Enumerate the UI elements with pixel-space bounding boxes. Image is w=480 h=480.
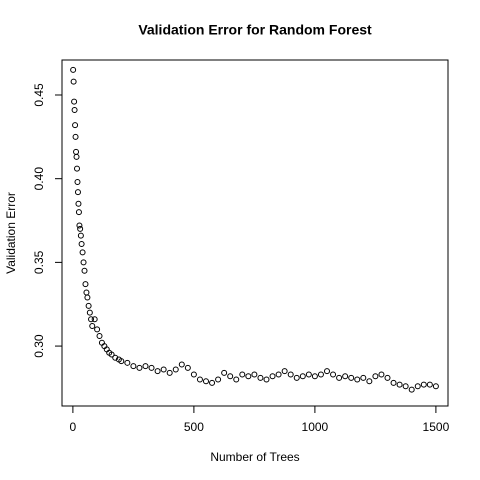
point [378, 371, 385, 378]
plot-frame [61, 59, 449, 407]
point [154, 368, 161, 375]
point [196, 376, 203, 383]
point [372, 373, 379, 380]
point [281, 368, 288, 375]
point [74, 165, 81, 172]
point [293, 374, 300, 381]
point [251, 371, 258, 378]
point [209, 379, 216, 386]
point [94, 326, 101, 333]
point [85, 302, 92, 309]
point [88, 316, 95, 323]
point [190, 371, 197, 378]
point [239, 371, 246, 378]
point [426, 381, 433, 388]
point [76, 222, 83, 229]
point [384, 374, 391, 381]
point [330, 371, 337, 378]
point [74, 179, 81, 186]
point [263, 376, 270, 383]
y-tick-label: 0.35 [32, 250, 46, 274]
point [71, 98, 78, 105]
point [77, 225, 84, 232]
point [70, 66, 77, 73]
chart-title: Validation Error for Random Forest [138, 22, 372, 38]
point [245, 373, 252, 380]
point [70, 78, 77, 85]
point [83, 289, 90, 296]
point [342, 373, 349, 380]
point [73, 148, 80, 155]
point [408, 386, 415, 393]
point [71, 107, 78, 114]
point [227, 373, 234, 380]
point [287, 371, 294, 378]
point [311, 373, 318, 380]
point [414, 383, 421, 390]
x-tick-label: 500 [184, 420, 204, 434]
point [148, 364, 155, 371]
point [75, 209, 82, 216]
x-tick-label: 1000 [302, 420, 329, 434]
point [299, 373, 306, 380]
y-tick-label: 0.45 [32, 83, 46, 107]
point [184, 364, 191, 371]
point [317, 371, 324, 378]
point [396, 381, 403, 388]
point [305, 371, 312, 378]
point [84, 294, 91, 301]
point [402, 383, 409, 390]
point [130, 363, 137, 370]
point [336, 374, 343, 381]
point [178, 361, 185, 368]
point [82, 281, 89, 288]
point [432, 383, 439, 390]
point [86, 309, 93, 316]
point [269, 373, 276, 380]
point [81, 267, 88, 274]
point [78, 240, 85, 247]
point [142, 363, 149, 370]
point [118, 358, 125, 365]
x-tick-label: 1500 [423, 420, 450, 434]
point [108, 351, 115, 358]
point [202, 378, 209, 385]
point [80, 259, 87, 266]
point [77, 232, 84, 239]
point [360, 374, 367, 381]
point [233, 376, 240, 383]
point [348, 374, 355, 381]
point [73, 153, 80, 160]
point [390, 379, 397, 386]
point [275, 371, 282, 378]
x-tick-label: 0 [70, 420, 77, 434]
point [74, 189, 81, 196]
point [72, 122, 79, 129]
point [172, 366, 179, 373]
point [124, 359, 131, 366]
point [166, 369, 173, 376]
point [136, 364, 143, 371]
x-axis-label: Number of Trees [210, 450, 299, 464]
y-tick-label: 0.30 [32, 334, 46, 358]
point [91, 316, 98, 323]
point [112, 354, 119, 361]
point [366, 378, 373, 385]
y-axis-label: Validation Error [4, 192, 18, 274]
point [257, 374, 264, 381]
point [96, 333, 103, 340]
point [354, 376, 361, 383]
point [89, 322, 96, 329]
point [75, 200, 82, 207]
point [215, 376, 222, 383]
point [420, 381, 427, 388]
point [221, 369, 228, 376]
point [160, 366, 167, 373]
point [79, 249, 86, 256]
point [72, 133, 79, 140]
point [323, 368, 330, 375]
y-tick-label: 0.40 [32, 167, 46, 191]
